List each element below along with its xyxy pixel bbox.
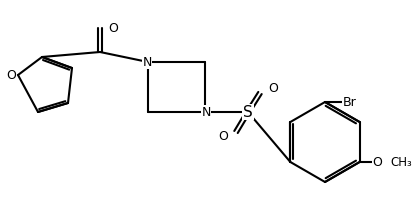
- Text: S: S: [243, 104, 253, 119]
- Text: O: O: [108, 22, 118, 34]
- Text: O: O: [268, 82, 278, 94]
- Text: N: N: [142, 56, 152, 68]
- Text: Br: Br: [343, 95, 357, 109]
- Text: O: O: [373, 155, 382, 169]
- Text: O: O: [218, 131, 228, 143]
- Text: N: N: [201, 106, 211, 119]
- Text: CH₃: CH₃: [391, 155, 412, 169]
- Text: O: O: [6, 68, 16, 82]
